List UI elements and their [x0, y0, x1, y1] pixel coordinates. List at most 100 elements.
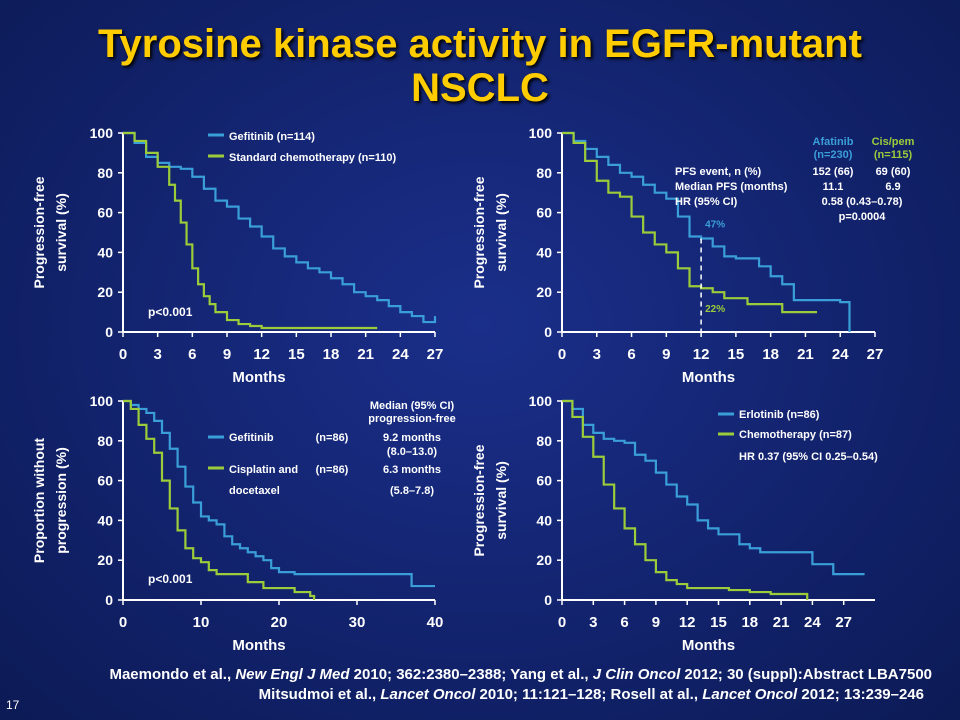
tr-table-row-label: Median PFS (months) — [675, 181, 788, 193]
tr-table-subheader: (n=230) — [814, 149, 853, 161]
bottom-right-xtick-label: 27 — [835, 614, 852, 631]
bottom-right-ytick-label: 20 — [536, 552, 552, 568]
tr-table-row-label: HR (95% CI) — [675, 196, 738, 208]
bottom-left-y-axis-label: progression (%) — [53, 447, 69, 554]
bottom-right-xtick-label: 15 — [710, 614, 727, 631]
bottom-left-ytick-label: 40 — [97, 512, 113, 528]
bottom-right-ytick-label: 0 — [544, 592, 552, 608]
tr-pvalue: p=0.0004 — [839, 211, 887, 223]
top-left-ytick-label: 40 — [97, 244, 113, 260]
bottom-left-ytick-label: 20 — [97, 552, 113, 568]
top-right-y-axis-label: survival (%) — [493, 193, 509, 272]
top-right-ytick-label: 100 — [529, 125, 553, 141]
title-line-2: NSCLC — [411, 66, 549, 110]
bottom-right-series-green — [562, 399, 809, 600]
bl-legend-header: Median (95% CI) — [370, 400, 455, 412]
top-right-ytick-label: 60 — [536, 205, 552, 221]
top-left-xtick-label: 0 — [119, 346, 127, 363]
bl-legend-median: 6.3 months — [383, 464, 441, 476]
slide-title: Tyrosine kinase activity in EGFR-mutant … — [0, 22, 960, 110]
bl-legend-name: docetaxel — [229, 485, 280, 497]
top-left-ytick-label: 60 — [97, 205, 113, 221]
top-left-ytick-label: 20 — [97, 284, 113, 300]
bottom-right-xtick-label: 21 — [773, 614, 790, 631]
tr-table-header: Afatinib — [813, 136, 854, 148]
bottom-right-xtick-label: 6 — [620, 614, 628, 631]
top-left-series-green — [123, 131, 378, 330]
top-left-xtick-label: 3 — [153, 346, 161, 363]
top-right-xtick-label: 18 — [762, 346, 779, 363]
top-left-x-axis-label: Months — [232, 369, 285, 386]
bottom-left-ytick-label: 60 — [97, 473, 113, 489]
top-left-xtick-label: 18 — [323, 346, 340, 363]
bottom-right-x-axis-label: Months — [682, 637, 735, 654]
tr-annotation-47: 47% — [705, 219, 725, 230]
tr-table-row-label: PFS event, n (%) — [675, 166, 762, 178]
top-right-xtick-label: 3 — [593, 346, 601, 363]
bottom-right-xtick-label: 9 — [652, 614, 660, 631]
bottom-left-xtick-label: 0 — [119, 614, 127, 631]
top-right-xtick-label: 9 — [662, 346, 670, 363]
tl-pvalue: p<0.001 — [148, 305, 193, 319]
title-line-1: Tyrosine kinase activity in EGFR-mutant — [98, 22, 862, 66]
tl-legend-label: Standard chemotherapy (n=110) — [229, 152, 397, 164]
top-right-x-axis-label: Months — [682, 369, 735, 386]
top-right-ytick-label: 20 — [536, 284, 552, 300]
bottom-left-ytick-label: 100 — [90, 393, 114, 409]
bl-legend-ci: (8.0–13.0) — [387, 446, 437, 458]
top-left-xtick-label: 9 — [223, 346, 231, 363]
bottom-right-series-blue — [562, 399, 865, 576]
top-right-xtick-label: 21 — [797, 346, 814, 363]
top-right-xtick-label: 15 — [728, 346, 745, 363]
tr-table-value: 152 (66) — [813, 166, 854, 178]
bottom-left-xtick-label: 40 — [427, 614, 444, 631]
bl-pvalue: p<0.001 — [148, 572, 193, 586]
tr-table-value: 11.1 — [823, 181, 844, 193]
bottom-left-series-green — [123, 399, 316, 600]
top-right-xtick-label: 0 — [558, 346, 566, 363]
bottom-right-y-axis-label: Progression-free — [471, 444, 487, 556]
bl-legend-name: Cisplatin and — [229, 464, 298, 476]
bottom-left-y-axis-label: Proportion without — [31, 438, 47, 564]
top-right-ytick-label: 40 — [536, 244, 552, 260]
top-left-xtick-label: 15 — [288, 346, 305, 363]
bl-legend-median: 9.2 months — [383, 432, 441, 444]
top-right-series-blue — [562, 131, 851, 332]
top-right-xtick-label: 27 — [867, 346, 884, 363]
top-right-xtick-label: 24 — [832, 346, 849, 363]
bottom-right-ytick-label: 100 — [529, 393, 553, 409]
bl-legend-n: (n=86) — [316, 432, 349, 444]
bottom-right-ytick-label: 60 — [536, 473, 552, 489]
top-left-xtick-label: 24 — [392, 346, 409, 363]
bottom-left-xtick-label: 10 — [193, 614, 210, 631]
tr-table-value: 0.58 (0.43–0.78) — [822, 196, 903, 208]
top-right-ytick-label: 0 — [544, 324, 552, 340]
tr-table-header: Cis/pem — [872, 136, 915, 148]
reference-line-1: Maemondo et al., New Engl J Med 2010; 36… — [109, 666, 932, 683]
top-right-ytick-label: 80 — [536, 165, 552, 181]
bottom-left-xtick-label: 30 — [349, 614, 366, 631]
bottom-right-ytick-label: 80 — [536, 433, 552, 449]
bottom-right-ytick-label: 40 — [536, 512, 552, 528]
top-right-xtick-label: 12 — [693, 346, 710, 363]
tr-table-value: 69 (60) — [876, 166, 911, 178]
br-legend-label: Chemotherapy (n=87) — [739, 429, 852, 441]
top-left-y-axis-label: Progression-free — [31, 176, 47, 288]
bl-legend-n: (n=86) — [316, 464, 349, 476]
bottom-right-xtick-label: 18 — [741, 614, 758, 631]
bottom-right-xtick-label: 24 — [804, 614, 821, 631]
top-right-xtick-label: 6 — [627, 346, 635, 363]
top-left-xtick-label: 12 — [253, 346, 270, 363]
top-left-xtick-label: 27 — [427, 346, 444, 363]
top-left-series-blue — [123, 131, 437, 324]
bl-legend-name: Gefitinib — [229, 432, 274, 444]
tr-annotation-22: 22% — [705, 304, 725, 315]
top-right-series-green — [562, 131, 818, 314]
tl-legend-label: Gefitinib (n=114) — [229, 131, 315, 143]
bottom-left-ytick-label: 0 — [105, 592, 113, 608]
top-left-y-axis-label: survival (%) — [53, 193, 69, 272]
bl-legend-ci: (5.8–7.8) — [390, 485, 434, 497]
bl-legend-header: progression-free — [368, 413, 455, 425]
bottom-right-y-axis-label: survival (%) — [493, 461, 509, 540]
